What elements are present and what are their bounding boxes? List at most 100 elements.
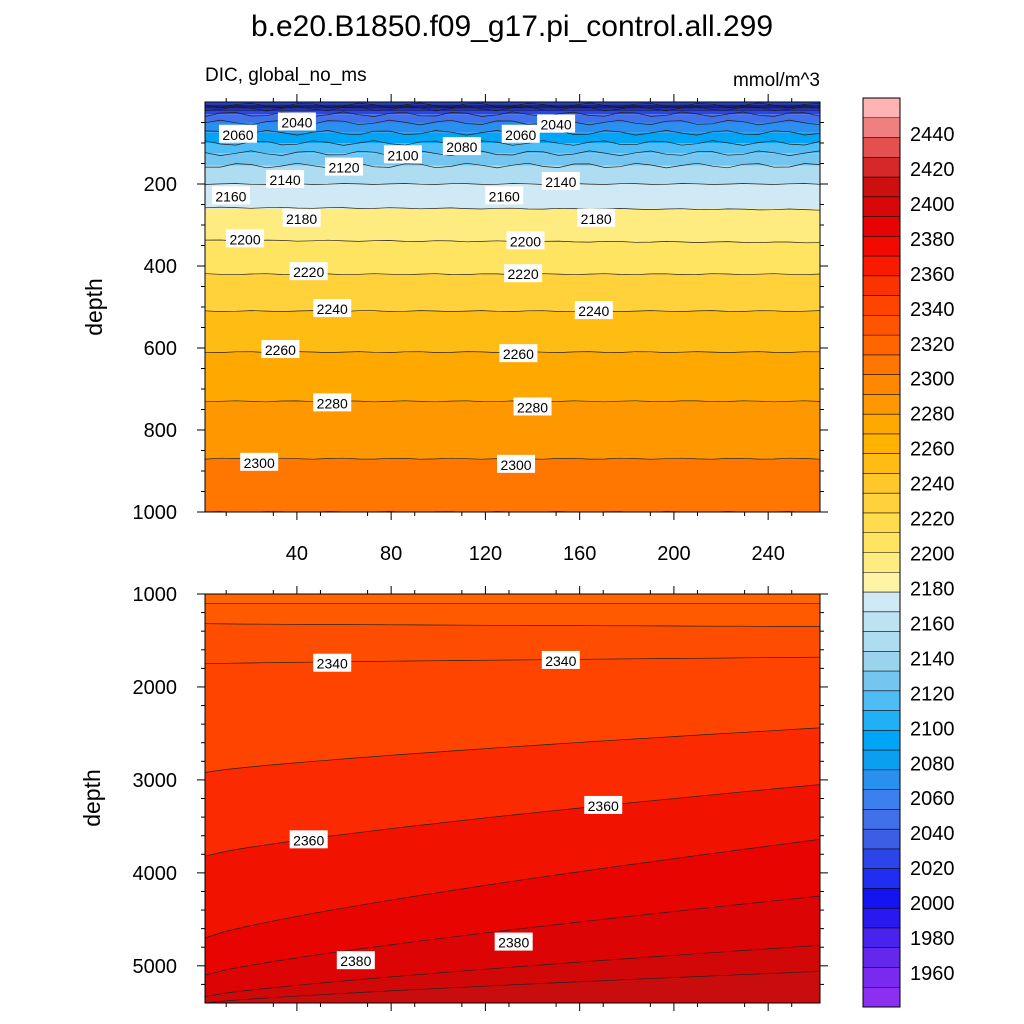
upper-contour-label-bg [577, 208, 616, 227]
colorbar-box [863, 651, 900, 672]
colorbar-label: 2180 [910, 578, 955, 600]
upper-band [205, 401, 820, 459]
lower-contour-line [205, 839, 820, 939]
upper-contour-label-bg [226, 229, 265, 248]
colorbar-box [863, 868, 900, 889]
colorbar-box [863, 908, 900, 929]
upper-contour-line [205, 400, 820, 403]
upper-contour-label-bg [537, 114, 576, 133]
colorbar-label: 1960 [910, 963, 955, 985]
colorbar-label: 2300 [910, 369, 955, 391]
lower-y-tick-label: 5000 [133, 956, 178, 978]
upper-contour-label-bg [266, 169, 305, 188]
upper-contour-label-bg [282, 208, 321, 227]
upper-contour-label-bg [442, 137, 481, 156]
upper-contour-label: 2060 [222, 127, 253, 143]
colorbar-box [863, 631, 900, 652]
colorbar-label: 2280 [910, 404, 955, 426]
colorbar-box [863, 848, 900, 870]
upper-contour-label: 2160 [215, 188, 246, 204]
colorbar-box [863, 809, 900, 830]
upper-contour-label: 2300 [500, 457, 531, 473]
upper-contour-label: 2220 [293, 264, 324, 280]
colorbar-box [863, 572, 900, 593]
upper-contour-label-bg [506, 231, 545, 250]
colorbar-box [863, 453, 900, 474]
upper-contour-label: 2260 [503, 346, 534, 362]
colorbar-box [863, 98, 900, 119]
upper-contour-label: 2300 [244, 455, 275, 471]
colorbar-box [863, 414, 900, 435]
colorbar-box [863, 216, 900, 237]
colorbar-box [863, 532, 900, 553]
colorbar-box [863, 888, 900, 909]
colorbar-label: 2100 [910, 718, 955, 740]
upper-contour-line [205, 206, 820, 211]
colorbar-box [863, 117, 900, 138]
lower-contour-label: 2360 [588, 798, 619, 814]
upper-contour-label-bg [261, 340, 300, 359]
upper-y-tick-label: 800 [144, 420, 177, 442]
upper-contour-label: 2180 [286, 211, 317, 227]
upper-contour-label: 2100 [387, 147, 418, 163]
colorbar-label: 2200 [910, 544, 955, 566]
x-tick-label: 40 [286, 543, 308, 565]
colorbar-box [863, 829, 900, 850]
colorbar-label: 1980 [910, 928, 955, 950]
colorbar-box [863, 315, 900, 336]
colorbar-label: 2060 [910, 788, 955, 810]
colorbar-label: 2020 [910, 858, 955, 880]
lower-contour-label-bg [336, 951, 375, 970]
colorbar-box [863, 275, 900, 297]
colorbar-label: 2160 [910, 613, 955, 635]
lower-y-tick-label: 3000 [133, 770, 178, 792]
lower-contour-label-bg [494, 932, 533, 951]
upper-contour-label: 2040 [541, 117, 572, 133]
upper-contour-line [205, 183, 820, 185]
colorbar-box [863, 493, 900, 514]
colorbar-box [863, 137, 900, 158]
colorbar-box [863, 236, 900, 257]
upper-contour-label-bg [499, 344, 538, 363]
colorbar-box [863, 671, 900, 692]
lower-contour-label: 2340 [545, 653, 576, 669]
upper-panel-fills [205, 102, 820, 512]
upper-band [205, 105, 820, 109]
lower-contour-label: 2380 [498, 935, 529, 951]
upper-contour-label: 2160 [489, 188, 520, 204]
upper-y-tick-label: 200 [144, 174, 177, 196]
colorbar-box [863, 690, 900, 711]
upper-contour-label-bg [497, 454, 536, 473]
colorbar-label: 2340 [910, 299, 955, 321]
upper-contour-label: 2120 [328, 160, 359, 176]
colorbar-box [863, 512, 900, 534]
upper-band [205, 102, 820, 106]
upper-contour-label: 2060 [505, 127, 536, 143]
upper-contour-label: 2140 [270, 172, 301, 188]
upper-band [205, 108, 820, 115]
upper-contour-label-bg [211, 186, 250, 205]
upper-y-tick-label: 600 [144, 338, 177, 360]
upper-contour-label: 2280 [517, 399, 548, 415]
colorbar-box [863, 433, 900, 455]
upper-contour-label: 2140 [545, 174, 576, 190]
colorbar-box [863, 789, 900, 810]
upper-contour-label: 2240 [317, 301, 348, 317]
upper-band [205, 143, 820, 154]
colorbar-box [863, 394, 900, 415]
upper-contour-label-bg [240, 452, 279, 471]
colorbar-label: 2040 [910, 823, 955, 845]
colorbar-box [863, 710, 900, 731]
chart-title: b.e20.B1850.f09_g17.pi_control.all.299 [251, 10, 773, 43]
colorbar-box [863, 730, 900, 751]
upper-y-tick-label: 1000 [133, 502, 178, 524]
upper-contour-label: 2180 [581, 211, 612, 227]
colorbar-label: 2120 [910, 683, 955, 705]
colorbar-box [863, 769, 900, 791]
lower-contour-line [205, 623, 820, 627]
colorbar-label: 2400 [910, 194, 955, 216]
x-tick-label: 240 [751, 543, 784, 565]
lower-y-tick-label: 4000 [133, 863, 178, 885]
upper-contour-label: 2220 [508, 266, 539, 282]
upper-contour-line [205, 140, 820, 146]
